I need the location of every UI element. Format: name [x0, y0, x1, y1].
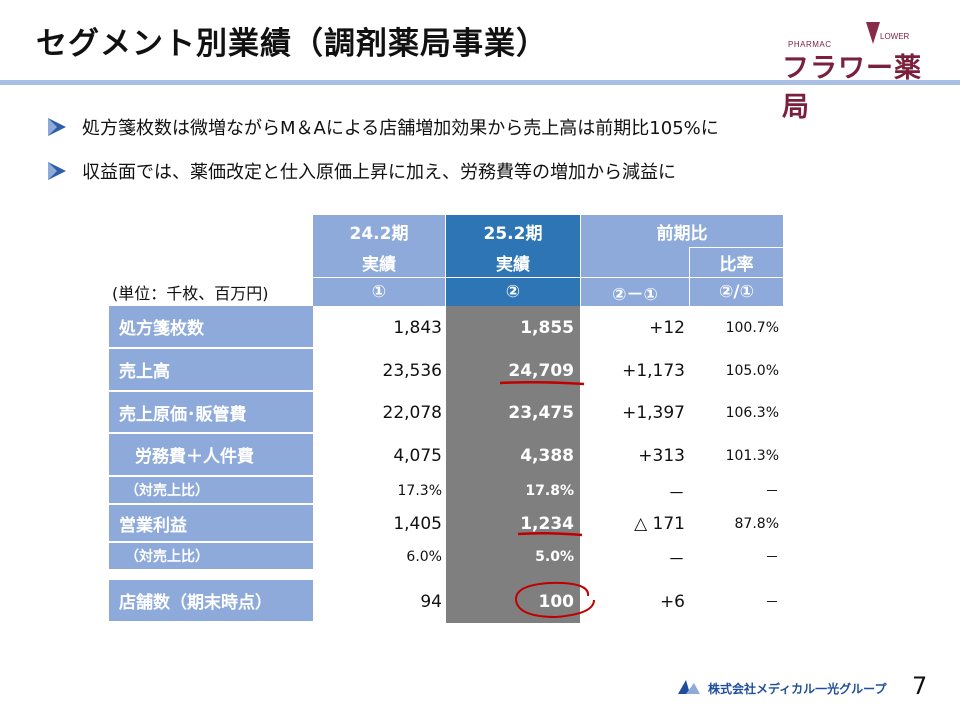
red-underline-sales	[499, 380, 585, 386]
header-col4-mark: ②/①	[690, 278, 783, 306]
row-label: 労務費＋人件費	[109, 434, 313, 475]
logo-main: フラワー薬局	[782, 53, 922, 123]
prev-value: 4,075	[393, 445, 442, 466]
ratio-value: 106.3%	[725, 405, 779, 421]
prev-value: 17.3%	[397, 483, 442, 499]
company-name: 株式会社メディカル一光グループ	[708, 682, 887, 696]
ratio-value: 101.3%	[725, 447, 779, 464]
ratio-value: －	[765, 594, 779, 611]
bullet-text: 処方箋枚数は微増ながらM＆Aによる店舗増加効果から売上高は前期比105%に	[82, 118, 719, 139]
curr-value: 17.8%	[525, 483, 574, 499]
header-rule	[0, 80, 960, 85]
red-circle-stores	[515, 581, 595, 619]
diff-value: +1,397	[622, 403, 685, 423]
diff-value: +12	[649, 317, 685, 338]
page-title: セグメント別業績（調剤薬局事業）	[36, 26, 548, 62]
red-underline-profit	[517, 531, 583, 537]
ratio-value: 100.7%	[725, 319, 779, 336]
bullet-text: 収益面では、薬価改定と仕入原価上昇に加え、労務費等の増加から減益に	[82, 162, 676, 183]
page-number: 7	[912, 672, 928, 700]
header-col3-blank	[581, 247, 689, 277]
header-col2-sub: 実績	[446, 247, 580, 277]
diff-value: +6	[659, 591, 685, 612]
header-col1: 24.2期	[313, 215, 445, 247]
unit-label: (単位：千枚、百万円)	[112, 284, 269, 303]
diff-value: +313	[638, 445, 685, 466]
arrow-bullet-icon	[46, 160, 68, 182]
curr-value: 100	[538, 591, 575, 612]
diff-value: －	[668, 483, 685, 504]
ratio-value: 105.0%	[725, 362, 779, 379]
diff-value: △ 171	[634, 514, 685, 534]
prev-value: 1,843	[393, 317, 442, 338]
prev-value: 1,405	[393, 514, 442, 534]
diff-value: －	[668, 549, 685, 570]
bullet-item: 収益面では、薬価改定と仕入原価上昇に加え、労務費等の増加から減益に	[46, 158, 676, 184]
header-col4-sub: 比率	[690, 248, 783, 277]
prev-value: 94	[420, 591, 442, 612]
prev-value: 22,078	[382, 403, 442, 423]
arrow-bullet-icon	[46, 116, 68, 138]
header-col3: 前期比	[581, 215, 783, 247]
current-period-column	[446, 306, 580, 623]
row-label: 処方箋枚数	[109, 306, 313, 347]
company-logo-icon	[678, 680, 702, 697]
bullet-item: 処方箋枚数は微増ながらM＆Aによる店舗増加効果から売上高は前期比105%に	[46, 114, 719, 140]
ratio-value: －	[765, 550, 779, 566]
logo-text: LOWER	[880, 32, 910, 41]
row-label: 売上高	[109, 349, 313, 390]
curr-value: 1,234	[520, 514, 574, 534]
row-label: 店舗数（期末時点）	[109, 580, 313, 621]
curr-value: 5.0%	[535, 549, 574, 565]
header-col3-mark: ②－①	[581, 278, 689, 306]
flower-pharmacy-logo: PHARMAC LOWER フラワー薬局	[780, 18, 940, 123]
curr-value: 23,475	[508, 403, 574, 423]
row-label: （対売上比）	[109, 477, 313, 503]
header-col1-sub: 実績	[313, 247, 445, 277]
diff-value: +1,173	[622, 360, 685, 381]
header-col2-mark: ②	[446, 278, 580, 306]
header-col2: 25.2期	[446, 215, 580, 247]
footer-company: 株式会社メディカル一光グループ	[678, 680, 886, 697]
row-label: （対売上比）	[109, 543, 313, 569]
curr-value: 1,855	[520, 317, 574, 338]
row-label: 営業利益	[109, 505, 313, 541]
ratio-value: －	[765, 484, 779, 500]
curr-value: 24,709	[508, 360, 574, 381]
curr-value: 4,388	[520, 445, 574, 466]
prev-value: 23,536	[382, 360, 442, 381]
row-label: 売上原価･販管費	[109, 392, 313, 432]
ratio-value: 87.8%	[734, 516, 779, 532]
prev-value: 6.0%	[406, 549, 442, 565]
header-col1-mark: ①	[313, 278, 445, 306]
logo-text: PHARMAC	[788, 40, 832, 49]
flower-icon	[866, 22, 880, 44]
